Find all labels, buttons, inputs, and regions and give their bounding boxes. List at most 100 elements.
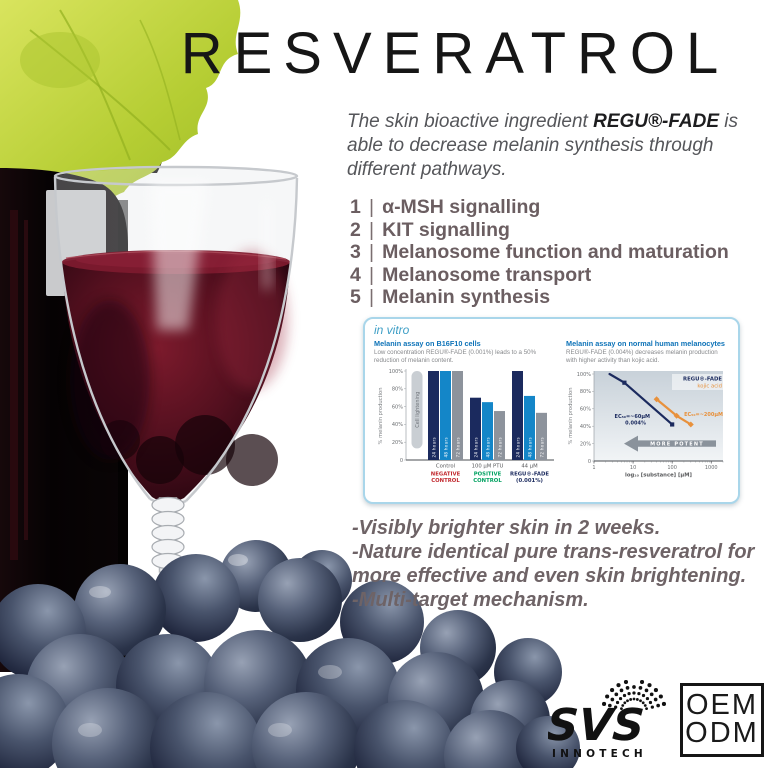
pathway-divider: | xyxy=(369,286,375,309)
svg-text:0: 0 xyxy=(400,457,403,463)
svg-text:100: 100 xyxy=(667,465,677,471)
svg-text:EC₅₀=~200μM: EC₅₀=~200μM xyxy=(684,412,723,418)
svg-text:72 hours: 72 hours xyxy=(498,437,503,457)
bar-Control-24 hours xyxy=(428,370,439,460)
svs-wordmark: SVS xyxy=(548,700,646,751)
bar-y-axis-label: % melanin production xyxy=(378,387,384,444)
bar-100 μM PTU-72 hours xyxy=(494,410,505,460)
page-title: RESVERATROL xyxy=(180,21,730,86)
svg-text:20%: 20% xyxy=(580,441,591,447)
pathway-number: 1 xyxy=(350,196,361,218)
charts-row: Melanin assay on B16F10 cells Low concen… xyxy=(374,339,729,501)
svg-text:EC₅₀=~60μM: EC₅₀=~60μM xyxy=(615,414,650,420)
pathway-number: 5 xyxy=(350,286,361,309)
pathway-number: 2 xyxy=(350,218,361,241)
svg-text:Control: Control xyxy=(436,463,455,469)
svg-text:NEGATIVE: NEGATIVE xyxy=(431,471,461,477)
svg-text:kojic acid: kojic acid xyxy=(697,383,722,389)
line-chart-subtitle: REGU®-FADE (0.004%) decreases melanin pr… xyxy=(566,349,718,364)
bar-44 μM-48 hours xyxy=(524,395,535,460)
line-x-axis-label: log₁₀ [substance] [μM] xyxy=(625,472,692,478)
svg-text:REGU®-FADE: REGU®-FADE xyxy=(510,471,549,477)
svg-text:72 hours: 72 hours xyxy=(456,437,461,457)
svg-text:80%: 80% xyxy=(392,386,403,392)
globe-dots-icon xyxy=(601,680,667,711)
invitro-panel: in vitro Melanin assay on B16F10 cells L… xyxy=(363,317,740,504)
pathway-label: KIT signalling xyxy=(382,218,510,241)
svg-text:1: 1 xyxy=(592,465,595,471)
pathway-divider: | xyxy=(369,263,375,286)
svg-text:24 hours: 24 hours xyxy=(516,437,521,457)
pathway-label: Melanosome transport xyxy=(382,263,592,286)
bar-Control-48 hours xyxy=(440,370,451,460)
pathway-item: 4 | Melanosome transport xyxy=(350,264,729,287)
bar-Control-72 hours xyxy=(452,370,463,460)
bar-44 μM-72 hours xyxy=(536,412,547,460)
pathway-item: 2 | KIT signalling xyxy=(350,219,729,242)
benefit-item: -Visibly brighter skin in 2 weeks. xyxy=(352,517,661,539)
svg-text:80%: 80% xyxy=(580,389,591,395)
benefits-list: -Visibly brighter skin in 2 weeks. -Natur… xyxy=(352,516,756,612)
pathway-item: 1 | α-MSH signalling xyxy=(350,196,729,219)
svg-text:72 hours: 72 hours xyxy=(540,437,545,457)
bar-100 μM PTU-48 hours xyxy=(482,401,493,460)
pathway-divider: | xyxy=(369,196,375,218)
oem-odm-badge: OEM ODM xyxy=(680,683,764,757)
svg-text:48 hours: 48 hours xyxy=(444,437,449,457)
svg-text:48 hours: 48 hours xyxy=(486,437,491,457)
svg-text:100%: 100% xyxy=(389,368,404,374)
svg-text:POSITIVE: POSITIVE xyxy=(474,471,502,477)
bar-chart-title: Melanin assay on B16F10 cells xyxy=(374,339,481,348)
pathway-item: 5 | Melanin synthesis xyxy=(350,286,729,309)
svg-text:60%: 60% xyxy=(580,406,591,412)
svg-text:40%: 40% xyxy=(580,424,591,430)
line-chart-svg: 0 20% 40% 60% 80% 100% 1 10 100 1000 log₁₀ [substa… xyxy=(568,370,725,478)
svg-text:CONTROL: CONTROL xyxy=(431,478,460,484)
svg-text:24 hours: 24 hours xyxy=(474,437,479,457)
line-chart-title: Melanin assay on normal human melanocyte… xyxy=(566,339,725,348)
svs-innotech-logo: SVS INNOTECH xyxy=(548,680,667,760)
svg-text:(0.001%): (0.001%) xyxy=(516,478,543,484)
svg-text:0: 0 xyxy=(588,458,591,464)
svg-text:44 μM: 44 μM xyxy=(521,463,538,469)
svg-text:1000: 1000 xyxy=(705,465,718,471)
pathway-label: α-MSH signalling xyxy=(382,196,541,218)
svg-text:48 hours: 48 hours xyxy=(528,437,533,457)
svg-text:20%: 20% xyxy=(392,440,403,446)
svg-text:REGU®-FADE: REGU®-FADE xyxy=(683,376,722,382)
ec50-annotation-kojic: EC₅₀=~200μM xyxy=(684,412,723,418)
benefit-item: -Multi-target mechanism. xyxy=(352,589,589,611)
more-potent-arrow: MORE POTENT xyxy=(624,435,716,452)
logo-row: SVS INNOTECH OEM ODM xyxy=(548,680,764,760)
grapes-cluster xyxy=(0,540,580,768)
svg-text:MORE POTENT: MORE POTENT xyxy=(650,441,704,447)
svg-text:24 hours: 24 hours xyxy=(432,437,437,457)
pathway-number: 4 xyxy=(350,263,361,286)
intro-lead: The skin bioactive ingredient xyxy=(347,111,594,132)
bar-chart-svg: 0 20% 40% 60% 80% 100% % melanin production Cel… xyxy=(378,368,554,484)
invitro-label: in vitro xyxy=(374,323,410,337)
pathway-number: 3 xyxy=(350,241,361,264)
intro-text: The skin bioactive ingredient REGU®-FADE… xyxy=(347,110,753,182)
brand-name: REGU®-FADE xyxy=(593,111,719,132)
pathway-label: Melanosome function and maturation xyxy=(382,241,729,264)
svg-text:0.004%: 0.004% xyxy=(625,420,646,426)
intro-rest: is able to decrease melanin synthesis th… xyxy=(347,111,738,180)
line-y-axis-label: % melanin production xyxy=(568,387,574,444)
svg-text:100 μM PTU: 100 μM PTU xyxy=(472,463,504,469)
pathways-list: 1 | α-MSH signalling 2 | KIT signalling 3 | Mela… xyxy=(350,196,729,309)
cell-lightening-pill xyxy=(411,370,423,449)
benefit-item: -Nature identical pure trans-resveratrol… xyxy=(352,541,755,587)
badge-odm: ODM xyxy=(685,717,759,749)
bar-44 μM-24 hours xyxy=(512,370,523,460)
svg-text:10: 10 xyxy=(630,465,636,471)
bar-chart-block: Melanin assay on B16F10 cells Low concen… xyxy=(374,339,560,501)
badge-oem: OEM xyxy=(685,689,759,722)
svg-text:100%: 100% xyxy=(577,371,592,377)
innotech-wordmark: INNOTECH xyxy=(552,748,647,760)
svg-text:Cell lightening: Cell lightening xyxy=(415,391,421,427)
line-chart-block: Melanin assay on normal human melanocyte… xyxy=(566,339,729,501)
